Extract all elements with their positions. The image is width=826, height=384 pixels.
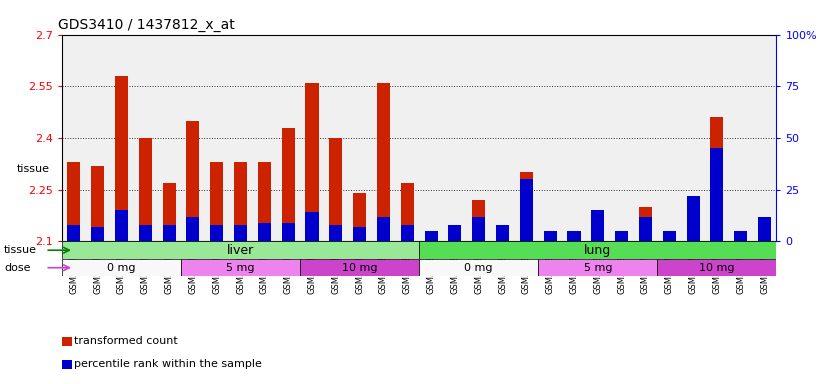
Bar — [377, 83, 390, 242]
Bar — [472, 217, 486, 242]
Bar — [449, 228, 462, 242]
Bar — [638, 207, 652, 242]
Bar — [591, 214, 605, 242]
Bar — [686, 196, 700, 242]
Bar — [210, 225, 223, 242]
Text: GDS3410 / 1437812_x_at: GDS3410 / 1437812_x_at — [59, 18, 235, 32]
Text: tissue: tissue — [17, 164, 50, 174]
Bar — [472, 200, 486, 242]
Bar — [306, 212, 319, 242]
Bar — [210, 162, 223, 242]
Bar — [662, 231, 676, 242]
Bar — [734, 231, 748, 242]
Bar — [62, 242, 419, 259]
Text: percentile rank within the sample: percentile rank within the sample — [74, 359, 262, 369]
Bar — [62, 259, 181, 276]
Bar — [544, 231, 557, 242]
Bar — [496, 228, 509, 242]
Bar — [300, 259, 419, 276]
Text: transformed count: transformed count — [74, 336, 178, 346]
Text: dose: dose — [4, 263, 31, 273]
Bar — [638, 217, 652, 242]
Bar — [657, 259, 776, 276]
Bar — [353, 193, 366, 242]
Bar — [419, 259, 539, 276]
Bar — [520, 179, 533, 242]
Bar — [425, 231, 438, 242]
Bar — [662, 231, 676, 242]
Bar — [163, 225, 176, 242]
Bar — [187, 121, 200, 242]
Bar — [115, 210, 128, 242]
Text: 0 mg: 0 mg — [464, 263, 493, 273]
Bar — [282, 223, 295, 242]
Bar — [591, 210, 605, 242]
Text: liver: liver — [227, 244, 254, 257]
Bar — [234, 225, 247, 242]
Bar — [67, 162, 80, 242]
Bar — [539, 259, 657, 276]
Bar — [567, 231, 581, 242]
Bar — [330, 138, 343, 242]
Text: lung: lung — [584, 244, 611, 257]
Bar — [710, 148, 724, 242]
Bar — [710, 118, 724, 242]
Bar — [91, 227, 104, 242]
Bar — [567, 231, 581, 242]
Bar — [686, 200, 700, 242]
Bar — [67, 225, 80, 242]
Bar — [758, 217, 771, 242]
Bar — [139, 138, 152, 242]
Bar — [419, 242, 776, 259]
Bar — [163, 183, 176, 242]
Text: 10 mg: 10 mg — [342, 263, 377, 273]
Bar — [401, 225, 414, 242]
Bar — [91, 166, 104, 242]
Bar — [181, 259, 300, 276]
Text: 0 mg: 0 mg — [107, 263, 135, 273]
Bar — [377, 217, 390, 242]
Bar — [139, 225, 152, 242]
Text: 5 mg: 5 mg — [226, 263, 255, 273]
Bar — [496, 225, 509, 242]
Bar — [187, 217, 200, 242]
Bar — [330, 225, 343, 242]
Text: 5 mg: 5 mg — [583, 263, 612, 273]
Bar — [544, 231, 557, 242]
Bar — [615, 231, 629, 242]
Bar — [615, 231, 629, 242]
Bar — [758, 217, 771, 242]
Bar — [353, 227, 366, 242]
Bar — [258, 162, 271, 242]
Bar — [425, 231, 438, 242]
Bar — [306, 83, 319, 242]
Text: tissue: tissue — [4, 245, 37, 255]
Text: 10 mg: 10 mg — [699, 263, 734, 273]
Bar — [520, 172, 533, 242]
Bar — [115, 76, 128, 242]
Bar — [282, 127, 295, 242]
Bar — [734, 231, 748, 242]
Bar — [401, 183, 414, 242]
Bar — [234, 162, 247, 242]
Bar — [449, 225, 462, 242]
Bar — [258, 223, 271, 242]
